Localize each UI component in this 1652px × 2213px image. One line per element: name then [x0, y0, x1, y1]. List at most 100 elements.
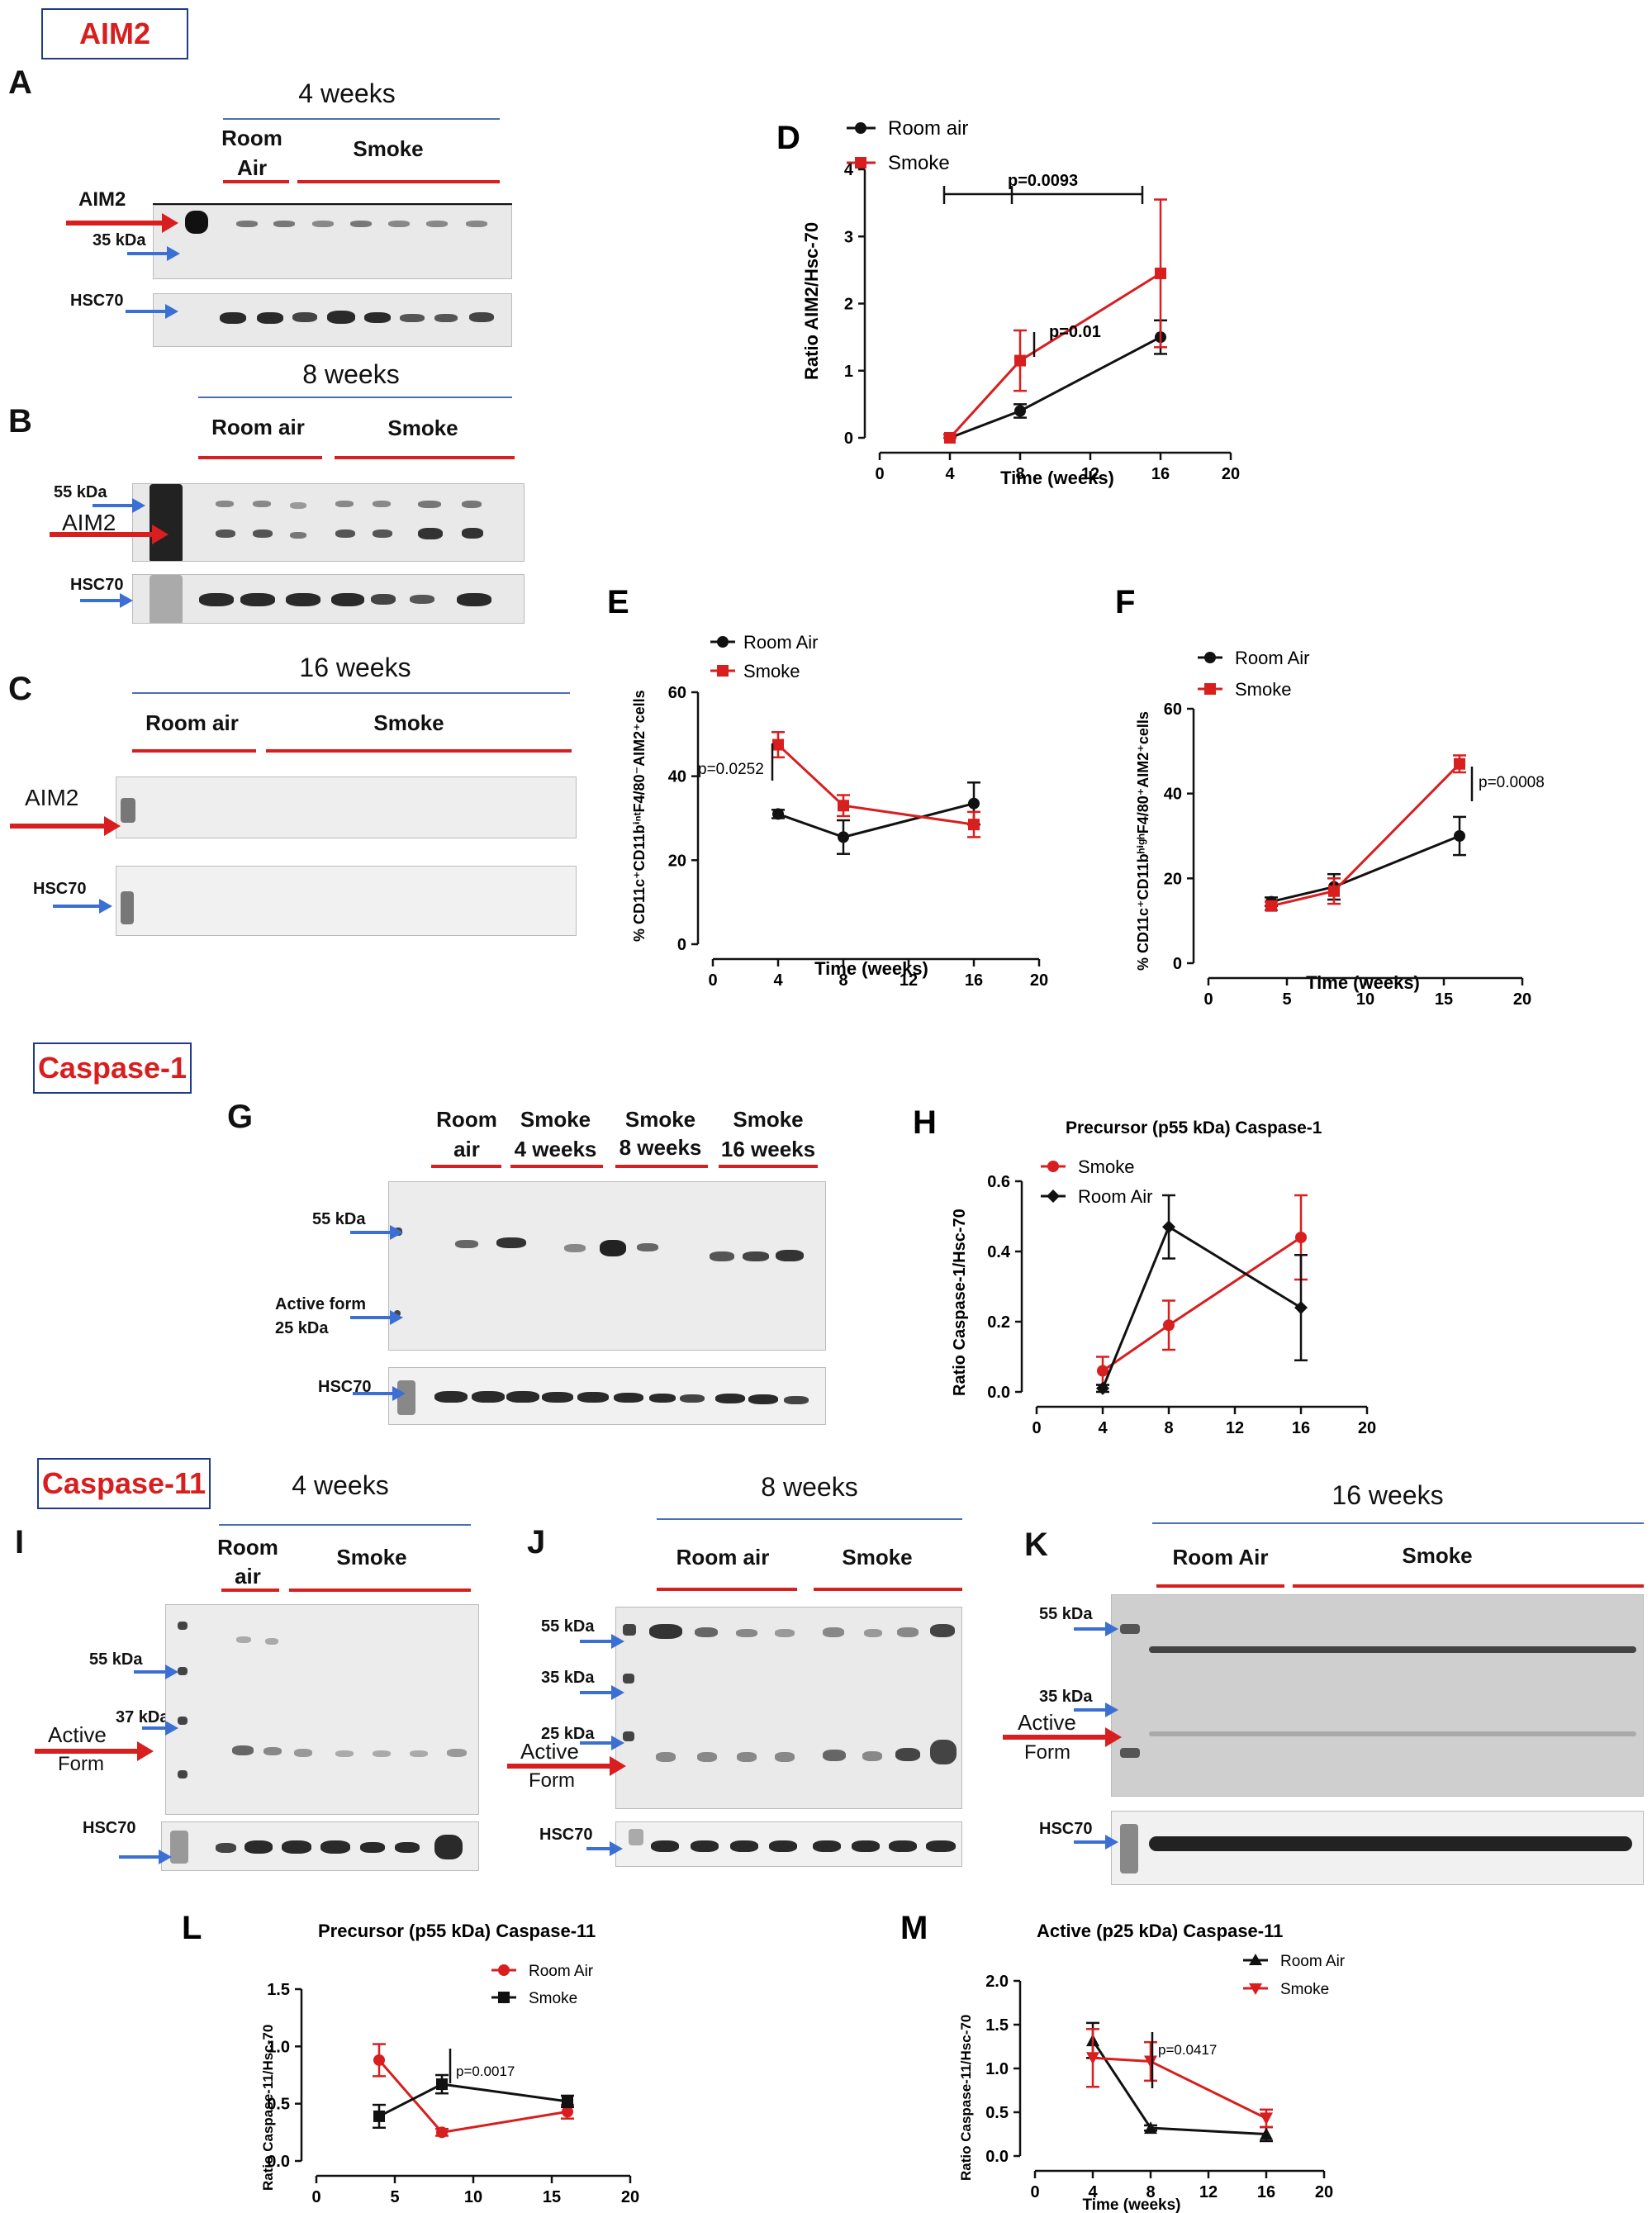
arrow-blue-hsc70-i [119, 1850, 172, 1864]
group-label-smoke-k: Smoke [1402, 1543, 1473, 1568]
chart-d-ylabel: Ratio AIM2/Hsc-70 [801, 222, 822, 380]
panel-letter-d-text: D [776, 120, 800, 156]
chart-m-xtick-label: 8 [1146, 2183, 1155, 2201]
arrow-blue-55kda-g [350, 1225, 403, 1240]
band-label-hsc70-a: HSC70 [70, 292, 124, 310]
arrow-blue-hsc70-k [1074, 1835, 1118, 1850]
chart-m-ytick-label: 1.5 [985, 2016, 1009, 2035]
chart-e-point [838, 831, 849, 843]
legend-label-l-room-air: Room Air [529, 1963, 594, 1980]
legend-label-h-room-air: Room Air [1078, 1186, 1152, 1207]
chart-d-xtick-label: 0 [875, 465, 884, 483]
label-form-i: Form [58, 1753, 104, 1775]
legend-marker-l-smoke [498, 1992, 510, 2003]
chart-m-point [1144, 2121, 1157, 2135]
chart-f-xtick-label: 5 [1282, 990, 1291, 1008]
group-bar-smoke-k [1293, 1584, 1644, 1588]
chart-m-point [1144, 2055, 1157, 2068]
arrow-blue-37kda-i [142, 1721, 178, 1736]
group-label-room-air-j: Room air [676, 1545, 770, 1570]
group-label-room-air-b: Room air [211, 415, 305, 439]
chart-e-point [968, 819, 980, 831]
label-form-k: Form [1024, 1741, 1070, 1764]
chart-h-title: Precursor (p55 kDa) Caspase-1 [1066, 1118, 1322, 1137]
band-label-hsc70-j: HSC70 [539, 1826, 593, 1844]
chart-m-ytick-label: 1.0 [985, 2060, 1009, 2078]
chart-l-title: Precursor (p55 kDa) Caspase-11 [318, 1921, 596, 1941]
chart-m-series-line [1092, 2056, 1267, 2120]
panel-letter-b: B [8, 403, 32, 439]
chart-h-point [1162, 1220, 1175, 1234]
chart-e-xtick-label: 16 [965, 971, 983, 990]
chart-h-point [1097, 1365, 1108, 1377]
chart-h-ylabel: Ratio Caspase-1/Hsc-70 [951, 1209, 969, 1396]
blot-hsc70-4wk [153, 293, 512, 347]
group-label-smoke4-g-2: 4 weeks [514, 1137, 597, 1161]
label-form-j: Form [529, 1769, 575, 1792]
group-label-smoke4-g-1: Smoke [520, 1107, 591, 1132]
arrow-blue-35kda-k [1074, 1702, 1118, 1717]
chart-d-point [1014, 354, 1026, 367]
period-label-4-weeks-a: 4 weeks [298, 78, 396, 108]
band-label-aim2-b: AIM2 [62, 510, 116, 535]
chart-d-ytick-label: 1 [844, 363, 853, 381]
chart-e-series-0 [771, 781, 980, 855]
group-bar-room-air-a [223, 180, 289, 183]
blot-hsc70-4wk-i [161, 1821, 479, 1871]
chart-d-series-line [948, 272, 1161, 439]
chart-m-xlabel: Time (weeks) [1083, 2196, 1181, 2213]
group-bar-smoke-c [266, 749, 572, 753]
period-line-b [198, 397, 512, 398]
group-label-room-air-i-2: air [235, 1564, 261, 1589]
chart-m-xtick-label: 12 [1199, 2183, 1218, 2201]
chart-h-ytick-label: 0.6 [987, 1173, 1010, 1191]
marker-label-35kda-k: 35 kDa [1039, 1688, 1093, 1706]
arrow-blue-active-g [350, 1310, 403, 1325]
chart-l-ytick-label: 0.0 [267, 2153, 290, 2171]
chart-f-pvalue: p=0.0008 [1479, 774, 1545, 791]
chart-d-point [1014, 405, 1026, 417]
chart-h-xtick-label: 12 [1226, 1419, 1244, 1437]
chart-f-annotations: p=0.0008 [1470, 767, 1545, 801]
label-active-j: Active [520, 1739, 579, 1764]
chart-f-series-0 [1265, 815, 1466, 908]
chart-h: H Precursor (p55 kDa) Caspase-1 Smoke Ro… [913, 1104, 1376, 1437]
chart-l-annotations: p=0.0017 [449, 2049, 515, 2083]
group-bar-smoke16-g [719, 1165, 818, 1168]
chart-h-ytick-label: 0.0 [987, 1384, 1010, 1402]
panel-letter-m-text: M [900, 1910, 928, 1946]
chart-f-ylabel: % CD11c⁺CD11bʰⁱᵍʰF4/80⁺AIM2⁺cells [1135, 711, 1151, 971]
legend-label-l-smoke: Smoke [529, 1990, 577, 2007]
band-label-aim2-a: AIM2 [78, 188, 126, 211]
group-label-room-air-a-2: Air [236, 155, 268, 180]
chart-f-plot: 0 20 40 60 0 5 10 15 20 [1164, 700, 1531, 1008]
arrow-blue-hsc70-b [80, 593, 133, 608]
chart-e-point [838, 800, 849, 812]
legend-marker-e-smoke [717, 665, 729, 677]
chart-d-xtick-label: 8 [1015, 465, 1024, 483]
legend-label-f-smoke: Smoke [1235, 679, 1291, 700]
chart-d-xtick-label: 20 [1222, 465, 1240, 483]
chart-l-ylabel: Ratio Caspase-11/Hsc-70 [260, 2025, 276, 2191]
marker-label-25kda-g: 25 kDa [275, 1319, 329, 1337]
blot-hsc70-caspase1 [388, 1367, 826, 1425]
arrow-red-active-k [1003, 1727, 1122, 1747]
chart-d-ytick-label: 0 [844, 430, 853, 448]
chart-e-ylabel: % CD11c⁺CD11bⁱⁿᵗF4/80⁻AIM2⁺cells [631, 690, 648, 942]
chart-l-pvalue: p=0.0017 [456, 2063, 515, 2079]
marker-label-55kda-b: 55 kDa [54, 483, 107, 501]
chart-e-legend: Room Air Smoke [710, 632, 818, 681]
arrow-blue-55kda-j [580, 1634, 624, 1649]
legend-label-d-smoke: Smoke [888, 152, 950, 174]
group-label-room-air-k: Room Air [1172, 1545, 1269, 1570]
chart-m-ytick-label: 0.5 [985, 2104, 1009, 2122]
chart-d-legend: Room air Smoke [847, 117, 968, 174]
group-label-room-air-c: Room air [145, 710, 239, 735]
marker-label-55kda-g: 55 kDa [312, 1210, 366, 1228]
arrow-red-aim2-b [50, 525, 169, 544]
chart-d-series-line [949, 335, 1161, 439]
section-label-caspase11: Caspase-11 [37, 1458, 211, 1509]
legend-marker-m-smoke [1249, 1983, 1262, 1995]
chart-m-ytick-label: 2.0 [985, 1973, 1009, 1991]
blot-hsc70-16wk-k [1111, 1811, 1644, 1885]
